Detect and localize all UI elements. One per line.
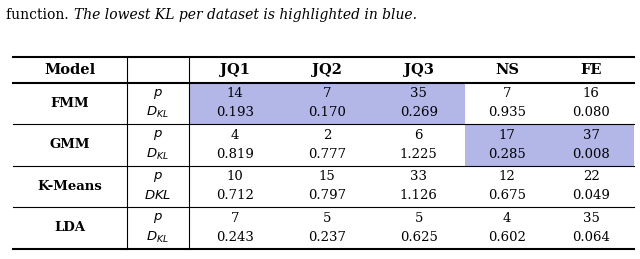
- Text: 0.819: 0.819: [216, 148, 254, 161]
- Text: 2: 2: [323, 129, 331, 142]
- Text: 0.080: 0.080: [573, 106, 610, 119]
- Text: 0.243: 0.243: [216, 231, 254, 244]
- Text: 0.935: 0.935: [488, 106, 526, 119]
- Text: 5: 5: [323, 212, 331, 225]
- Text: 16: 16: [583, 87, 600, 100]
- Text: 5: 5: [415, 212, 423, 225]
- Text: 0.285: 0.285: [488, 148, 525, 161]
- Text: 10: 10: [227, 170, 243, 183]
- Text: 33: 33: [410, 170, 428, 183]
- Text: 22: 22: [583, 170, 600, 183]
- Text: $p$: $p$: [153, 128, 163, 142]
- Text: JQ1: JQ1: [220, 63, 250, 77]
- Text: JQ3: JQ3: [404, 63, 434, 77]
- Text: 14: 14: [227, 87, 243, 100]
- Text: $D_{KL}$: $D_{KL}$: [147, 105, 170, 120]
- Text: 0.193: 0.193: [216, 106, 254, 119]
- Text: 0.237: 0.237: [308, 231, 346, 244]
- Text: 0.269: 0.269: [400, 106, 438, 119]
- Text: JQ2: JQ2: [312, 63, 342, 77]
- Text: The lowest KL per dataset is highlighted in blue.: The lowest KL per dataset is highlighted…: [74, 8, 417, 22]
- Text: $DKL$: $DKL$: [144, 189, 172, 202]
- Text: 0.712: 0.712: [216, 189, 254, 202]
- Text: 0.797: 0.797: [308, 189, 346, 202]
- Text: 0.049: 0.049: [572, 189, 611, 202]
- Text: Model: Model: [44, 63, 95, 77]
- Text: NS: NS: [495, 63, 519, 77]
- Text: GMM: GMM: [49, 138, 90, 151]
- Text: LDA: LDA: [54, 221, 85, 234]
- Text: $D_{KL}$: $D_{KL}$: [147, 230, 170, 245]
- Text: 7: 7: [323, 87, 331, 100]
- Text: $p$: $p$: [153, 87, 163, 101]
- Text: 0.625: 0.625: [400, 231, 438, 244]
- Text: $p$: $p$: [153, 170, 163, 184]
- Text: 37: 37: [583, 129, 600, 142]
- Text: 4: 4: [502, 212, 511, 225]
- Text: K-Means: K-Means: [37, 180, 102, 193]
- Text: 12: 12: [499, 170, 515, 183]
- Text: 1.225: 1.225: [400, 148, 438, 161]
- Text: FE: FE: [580, 63, 602, 77]
- Text: 7: 7: [231, 212, 239, 225]
- Text: 35: 35: [583, 212, 600, 225]
- Text: 0.064: 0.064: [572, 231, 611, 244]
- Text: 1.126: 1.126: [400, 189, 438, 202]
- Text: 0.777: 0.777: [308, 148, 346, 161]
- Text: 0.602: 0.602: [488, 231, 526, 244]
- Text: 4: 4: [231, 129, 239, 142]
- Text: 6: 6: [415, 129, 423, 142]
- Text: FMM: FMM: [51, 97, 89, 110]
- Text: 17: 17: [499, 129, 515, 142]
- Text: $D_{KL}$: $D_{KL}$: [147, 147, 170, 162]
- Text: function.: function.: [6, 8, 74, 22]
- Text: 7: 7: [502, 87, 511, 100]
- Text: $p$: $p$: [153, 211, 163, 225]
- Text: 0.008: 0.008: [573, 148, 610, 161]
- Text: 15: 15: [319, 170, 335, 183]
- Text: 0.675: 0.675: [488, 189, 526, 202]
- Text: 0.170: 0.170: [308, 106, 346, 119]
- Text: 35: 35: [410, 87, 427, 100]
